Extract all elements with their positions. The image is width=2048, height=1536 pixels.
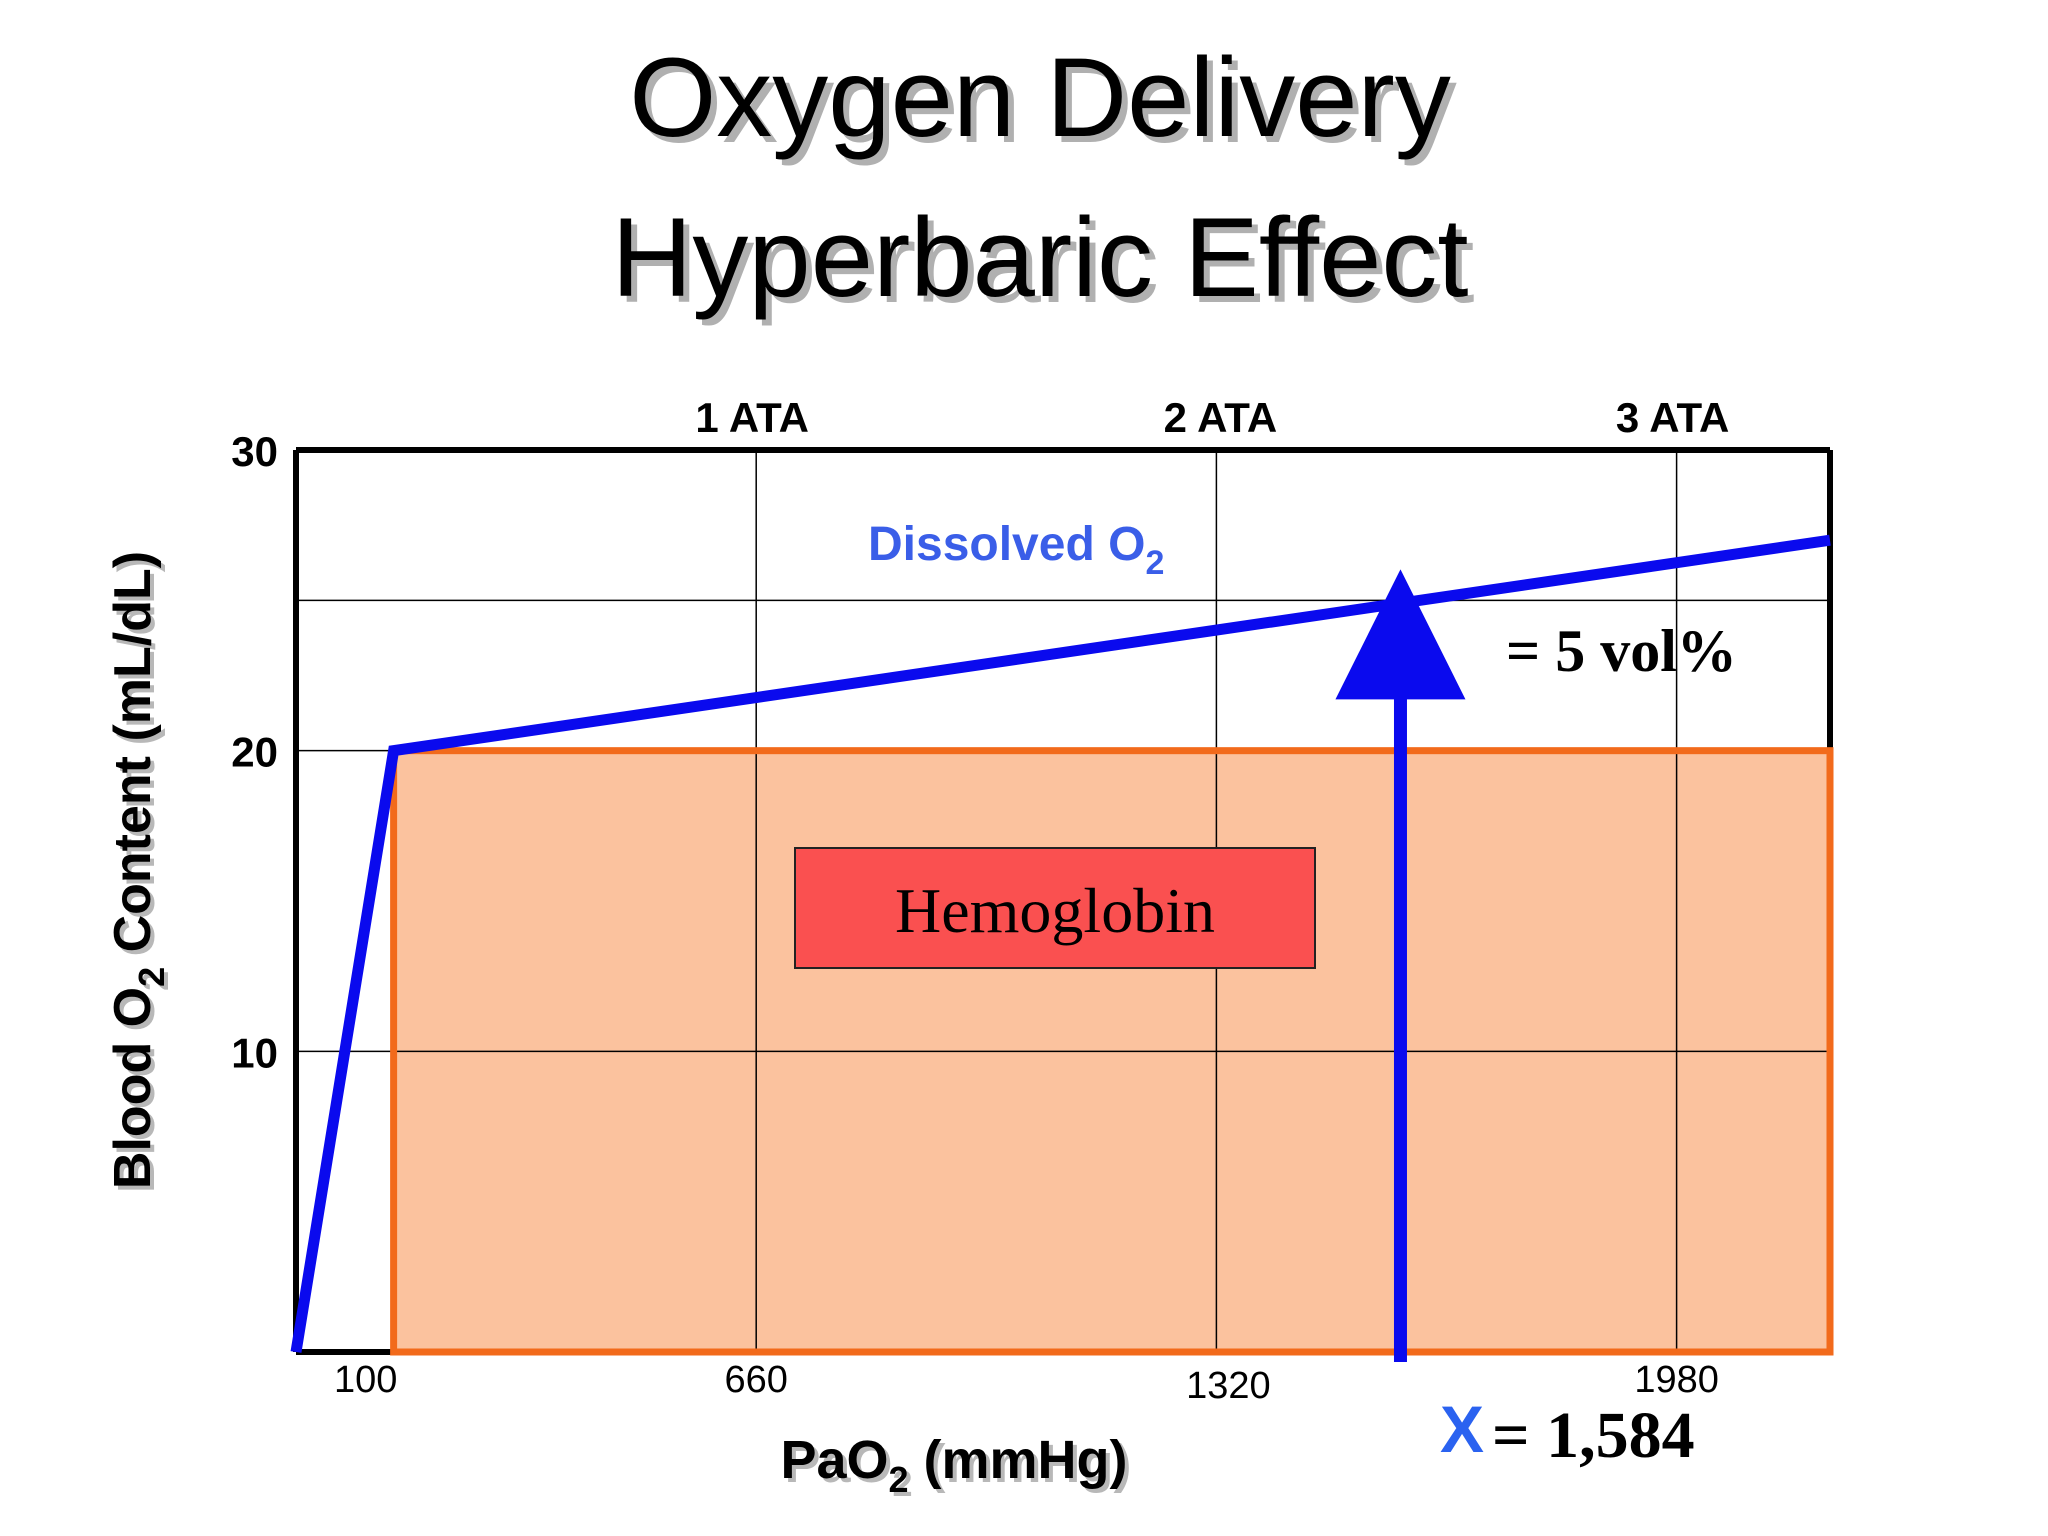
x-axis-label-shadow-rest: (mmHg) (913, 1434, 1132, 1494)
series-label-main: Dissolved O (868, 518, 1145, 571)
top-tick-label-2: 3 ATA (1616, 394, 1730, 441)
y-axis-label-rest: Content (mL/dL) (104, 551, 162, 967)
title-line-2: Hyperbaric Effect (612, 195, 1469, 320)
subtitle-shadow: Hyperbaric Effect (618, 201, 1475, 326)
series-label-dissolved-o2: Dissolved O2 (868, 518, 1164, 582)
y-axis-label-shadow-main: Blood O (108, 991, 166, 1193)
hemoglobin-label-box: Hemoglobin (794, 847, 1316, 969)
x-axis-label-shadow-main: PaO (784, 1434, 892, 1494)
y-axis-label-main: Blood O (104, 987, 162, 1189)
x-tick-label-2: 1320 (1186, 1365, 1271, 1407)
annotation-delta-label: = 5 vol% (1506, 618, 1737, 684)
title-line-1: Oxygen Delivery (629, 35, 1451, 160)
x-tick-label-0: 100 (334, 1359, 397, 1401)
y-tick-labels: 10 20 30 (231, 428, 278, 1076)
y-axis-label-shadow: Blood O2 Content (mL/dL) (108, 555, 176, 1193)
annotation-x-symbol: X (1440, 1392, 1484, 1466)
hemoglobin-outline (390, 747, 1834, 1356)
x-axis-label-shadow: PaO2 (mmHg) (784, 1434, 1131, 1504)
top-tick-labels: 1 ATA 2 ATA 3 ATA (695, 394, 1729, 441)
x-axis-label-rest: (mmHg) (909, 1430, 1128, 1490)
y-tick-label-1: 20 (231, 729, 278, 776)
x-axis-label-main: PaO (780, 1430, 888, 1490)
y-tick-label-0: 10 (231, 1029, 278, 1076)
title-shadow: Oxygen Delivery (635, 41, 1457, 166)
x-tick-labels: 100 660 1320 1980 (334, 1359, 1719, 1407)
annotation-x-label: = 1,584 (1492, 1399, 1695, 1472)
top-tick-label-0: 1 ATA (695, 394, 809, 441)
hemoglobin-label: Hemoglobin (895, 875, 1215, 946)
y-axis-label-sub: 2 (131, 967, 172, 987)
x-axis-label-sub: 2 (889, 1459, 909, 1500)
x-axis-label-text: PaO2 (mmHg) (780, 1430, 1127, 1500)
x-axis-label: PaO2 (mmHg) PaO2 (mmHg) (780, 1430, 1131, 1504)
slide-title: Oxygen Delivery Oxygen Delivery Hyperbar… (612, 35, 1475, 326)
y-axis-label-shadow-rest: Content (mL/dL) (108, 555, 166, 971)
x-axis-label-shadow-sub: 2 (893, 1463, 913, 1504)
y-axis-label-text: Blood O2 Content (mL/dL) (104, 551, 172, 1189)
series-label-sub: 2 (1145, 544, 1164, 582)
x-tick-label-1: 660 (724, 1359, 787, 1401)
y-tick-label-2: 30 (231, 428, 278, 475)
top-tick-label-1: 2 ATA (1164, 394, 1278, 441)
x-tick-label-3: 1980 (1634, 1359, 1719, 1401)
hemoglobin-box (794, 847, 1316, 969)
y-axis-label-shadow-sub: 2 (135, 971, 176, 991)
y-axis-label: Blood O2 Content (mL/dL) Blood O2 Conten… (104, 551, 176, 1193)
